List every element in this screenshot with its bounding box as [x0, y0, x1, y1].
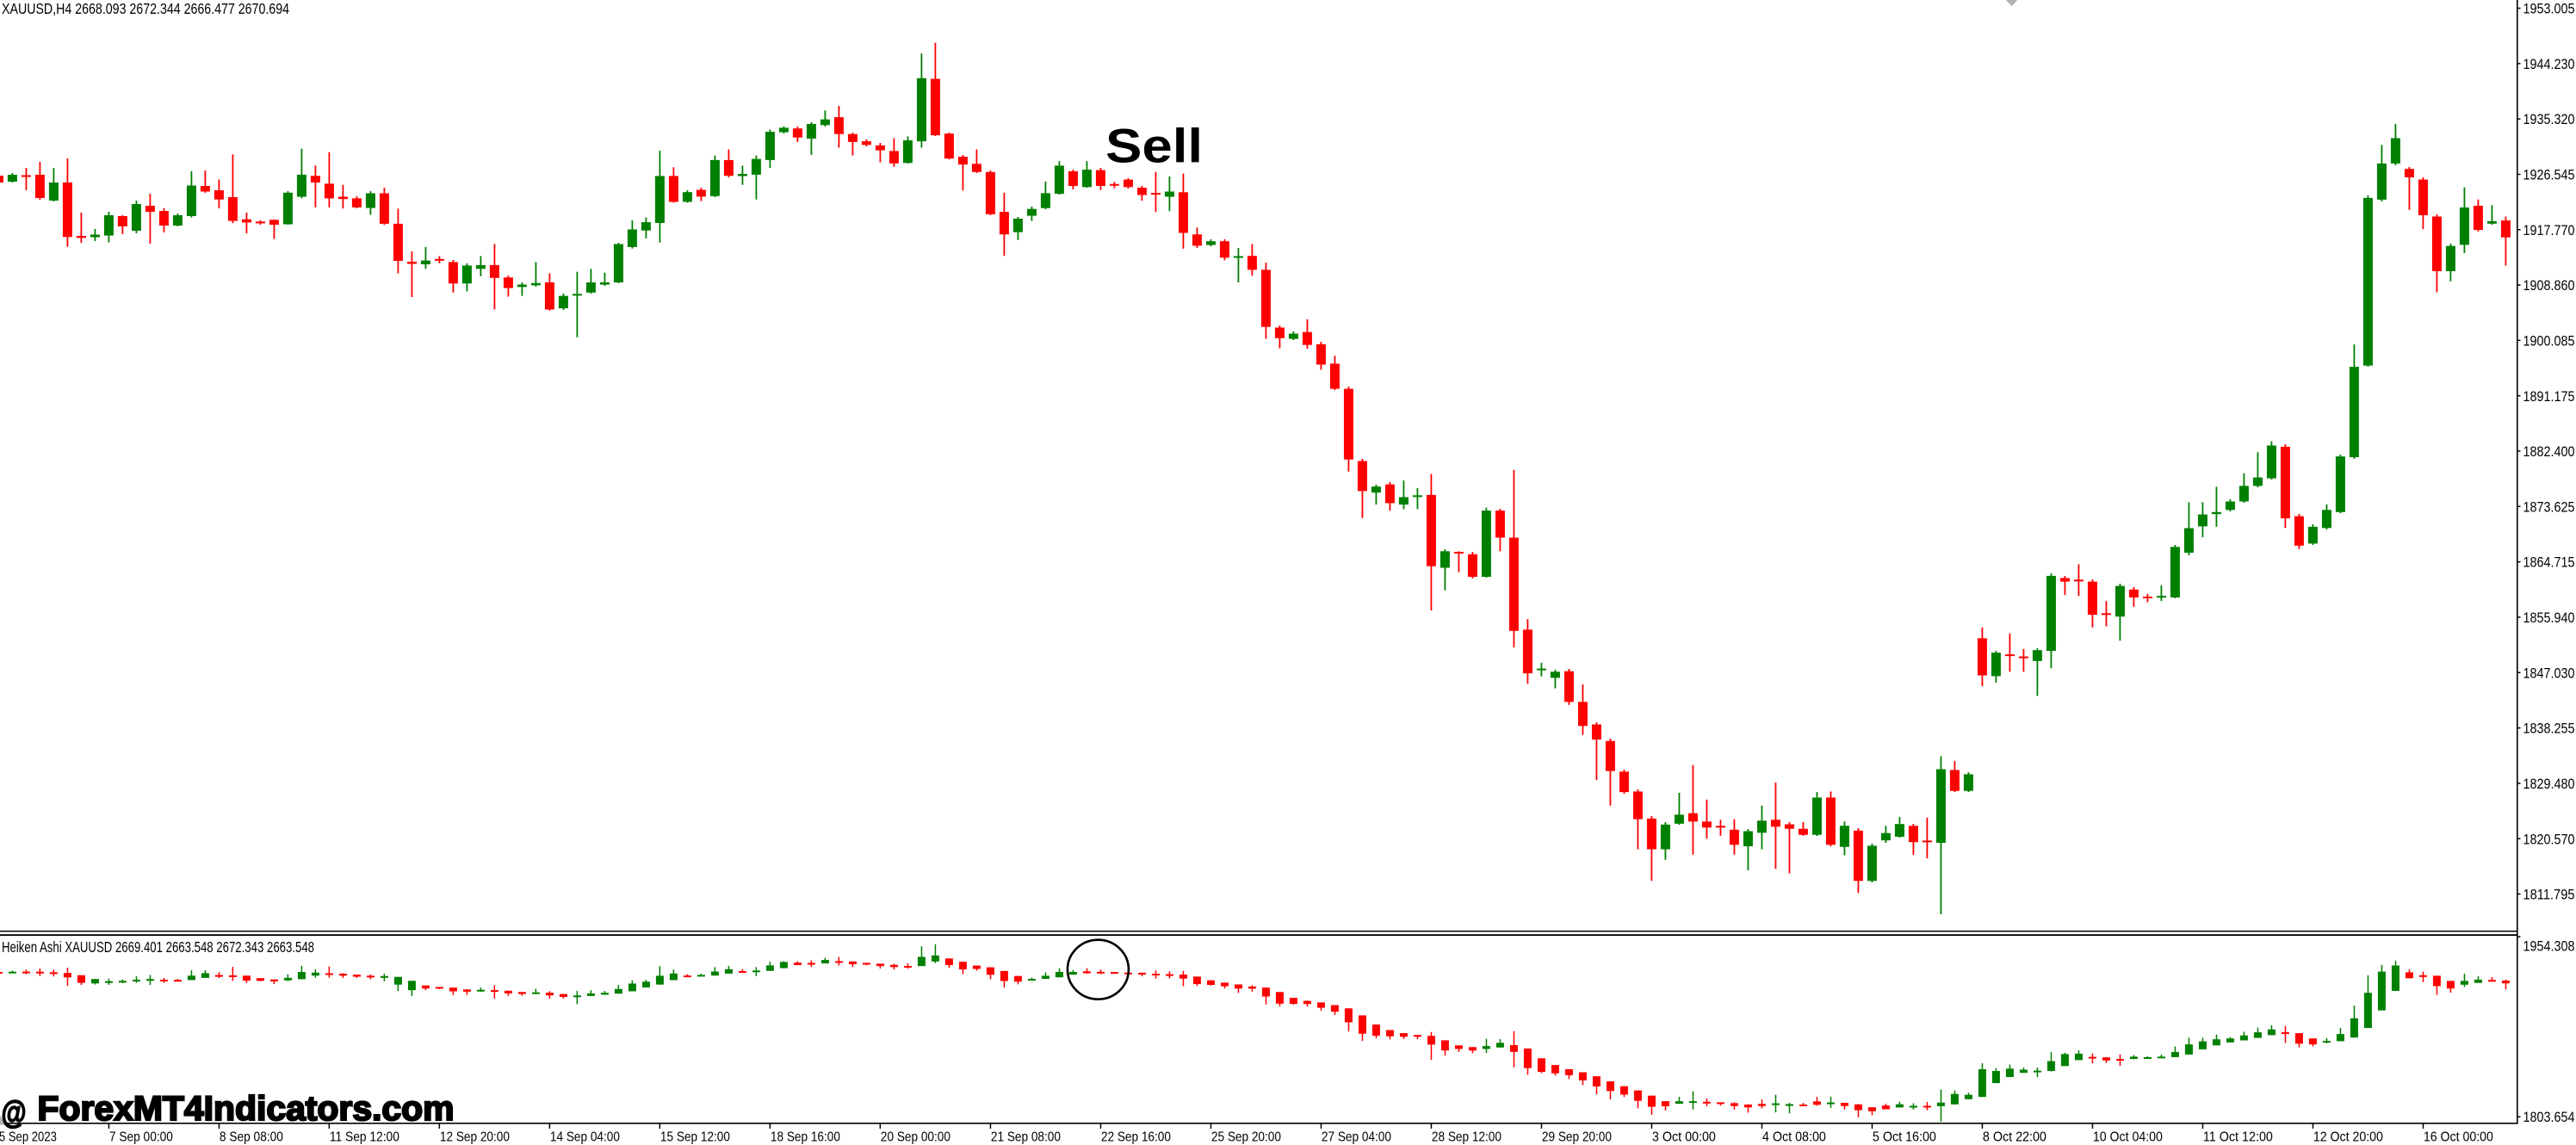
svg-text:25 Sep 20:00: 25 Sep 20:00: [1211, 1130, 1281, 1145]
svg-text:1944.230: 1944.230: [2523, 56, 2575, 72]
svg-text:5 Oct 16:00: 5 Oct 16:00: [1873, 1130, 1936, 1145]
svg-text:5 Sep 2023: 5 Sep 2023: [0, 1130, 57, 1145]
svg-text:11 Oct 12:00: 11 Oct 12:00: [2203, 1130, 2273, 1145]
svg-text:20 Sep 00:00: 20 Sep 00:00: [881, 1130, 951, 1145]
svg-text:1803.654: 1803.654: [2523, 1109, 2575, 1125]
svg-text:1917.770: 1917.770: [2523, 222, 2575, 238]
svg-text:8 Sep 08:00: 8 Sep 08:00: [220, 1130, 283, 1145]
svg-text:3 Oct 00:00: 3 Oct 00:00: [1652, 1130, 1716, 1145]
svg-text:1935.320: 1935.320: [2523, 111, 2575, 127]
svg-text:1882.400: 1882.400: [2523, 443, 2575, 460]
svg-text:12 Sep 20:00: 12 Sep 20:00: [440, 1130, 510, 1145]
svg-text:1811.795: 1811.795: [2523, 887, 2575, 903]
svg-text:1838.255: 1838.255: [2523, 721, 2575, 737]
svg-text:11 Sep 12:00: 11 Sep 12:00: [330, 1130, 399, 1145]
svg-text:14 Sep 04:00: 14 Sep 04:00: [550, 1130, 620, 1145]
svg-text:27 Sep 04:00: 27 Sep 04:00: [1322, 1130, 1391, 1145]
svg-text:Heiken Ashi XAUUSD 2669.401 26: Heiken Ashi XAUUSD 2669.401 2663.548 267…: [2, 938, 314, 956]
svg-text:1847.030: 1847.030: [2523, 665, 2575, 681]
svg-text:18 Sep 16:00: 18 Sep 16:00: [771, 1130, 840, 1145]
svg-text:15 Sep 12:00: 15 Sep 12:00: [660, 1130, 730, 1145]
svg-text:4 Oct 08:00: 4 Oct 08:00: [1762, 1130, 1826, 1145]
svg-text:29 Sep 20:00: 29 Sep 20:00: [1542, 1130, 1612, 1145]
svg-text:1820.570: 1820.570: [2523, 831, 2575, 847]
svg-text:1864.715: 1864.715: [2523, 554, 2575, 571]
svg-text:1829.480: 1829.480: [2523, 776, 2575, 792]
svg-text:1954.308: 1954.308: [2523, 938, 2575, 954]
svg-text:@: @: [2, 1095, 27, 1130]
svg-text:21 Sep 08:00: 21 Sep 08:00: [991, 1130, 1061, 1145]
svg-text:16 Oct 00:00: 16 Oct 00:00: [2424, 1130, 2493, 1145]
svg-text:8 Oct 22:00: 8 Oct 22:00: [1983, 1130, 2047, 1145]
svg-text:1953.005: 1953.005: [2523, 1, 2575, 17]
svg-text:ForexMT4Indicators.com: ForexMT4Indicators.com: [38, 1090, 455, 1128]
svg-text:1900.085: 1900.085: [2523, 333, 2575, 350]
svg-text:28 Sep 12:00: 28 Sep 12:00: [1432, 1130, 1502, 1145]
svg-text:1891.175: 1891.175: [2523, 388, 2575, 405]
svg-text:22 Sep 16:00: 22 Sep 16:00: [1101, 1130, 1171, 1145]
svg-text:1926.545: 1926.545: [2523, 167, 2575, 183]
svg-text:10 Oct 04:00: 10 Oct 04:00: [2093, 1130, 2163, 1145]
svg-text:1873.625: 1873.625: [2523, 498, 2575, 515]
svg-text:1908.860: 1908.860: [2523, 277, 2575, 294]
svg-text:Sell: Sell: [1105, 119, 1203, 173]
svg-text:7 Sep 00:00: 7 Sep 00:00: [109, 1130, 173, 1145]
svg-text:1855.940: 1855.940: [2523, 610, 2575, 626]
svg-text:12 Oct 20:00: 12 Oct 20:00: [2313, 1130, 2383, 1145]
svg-text:XAUUSD,H4 2668.093 2672.344 2: XAUUSD,H4 2668.093 2672.344 2666.477 267…: [2, 0, 289, 17]
